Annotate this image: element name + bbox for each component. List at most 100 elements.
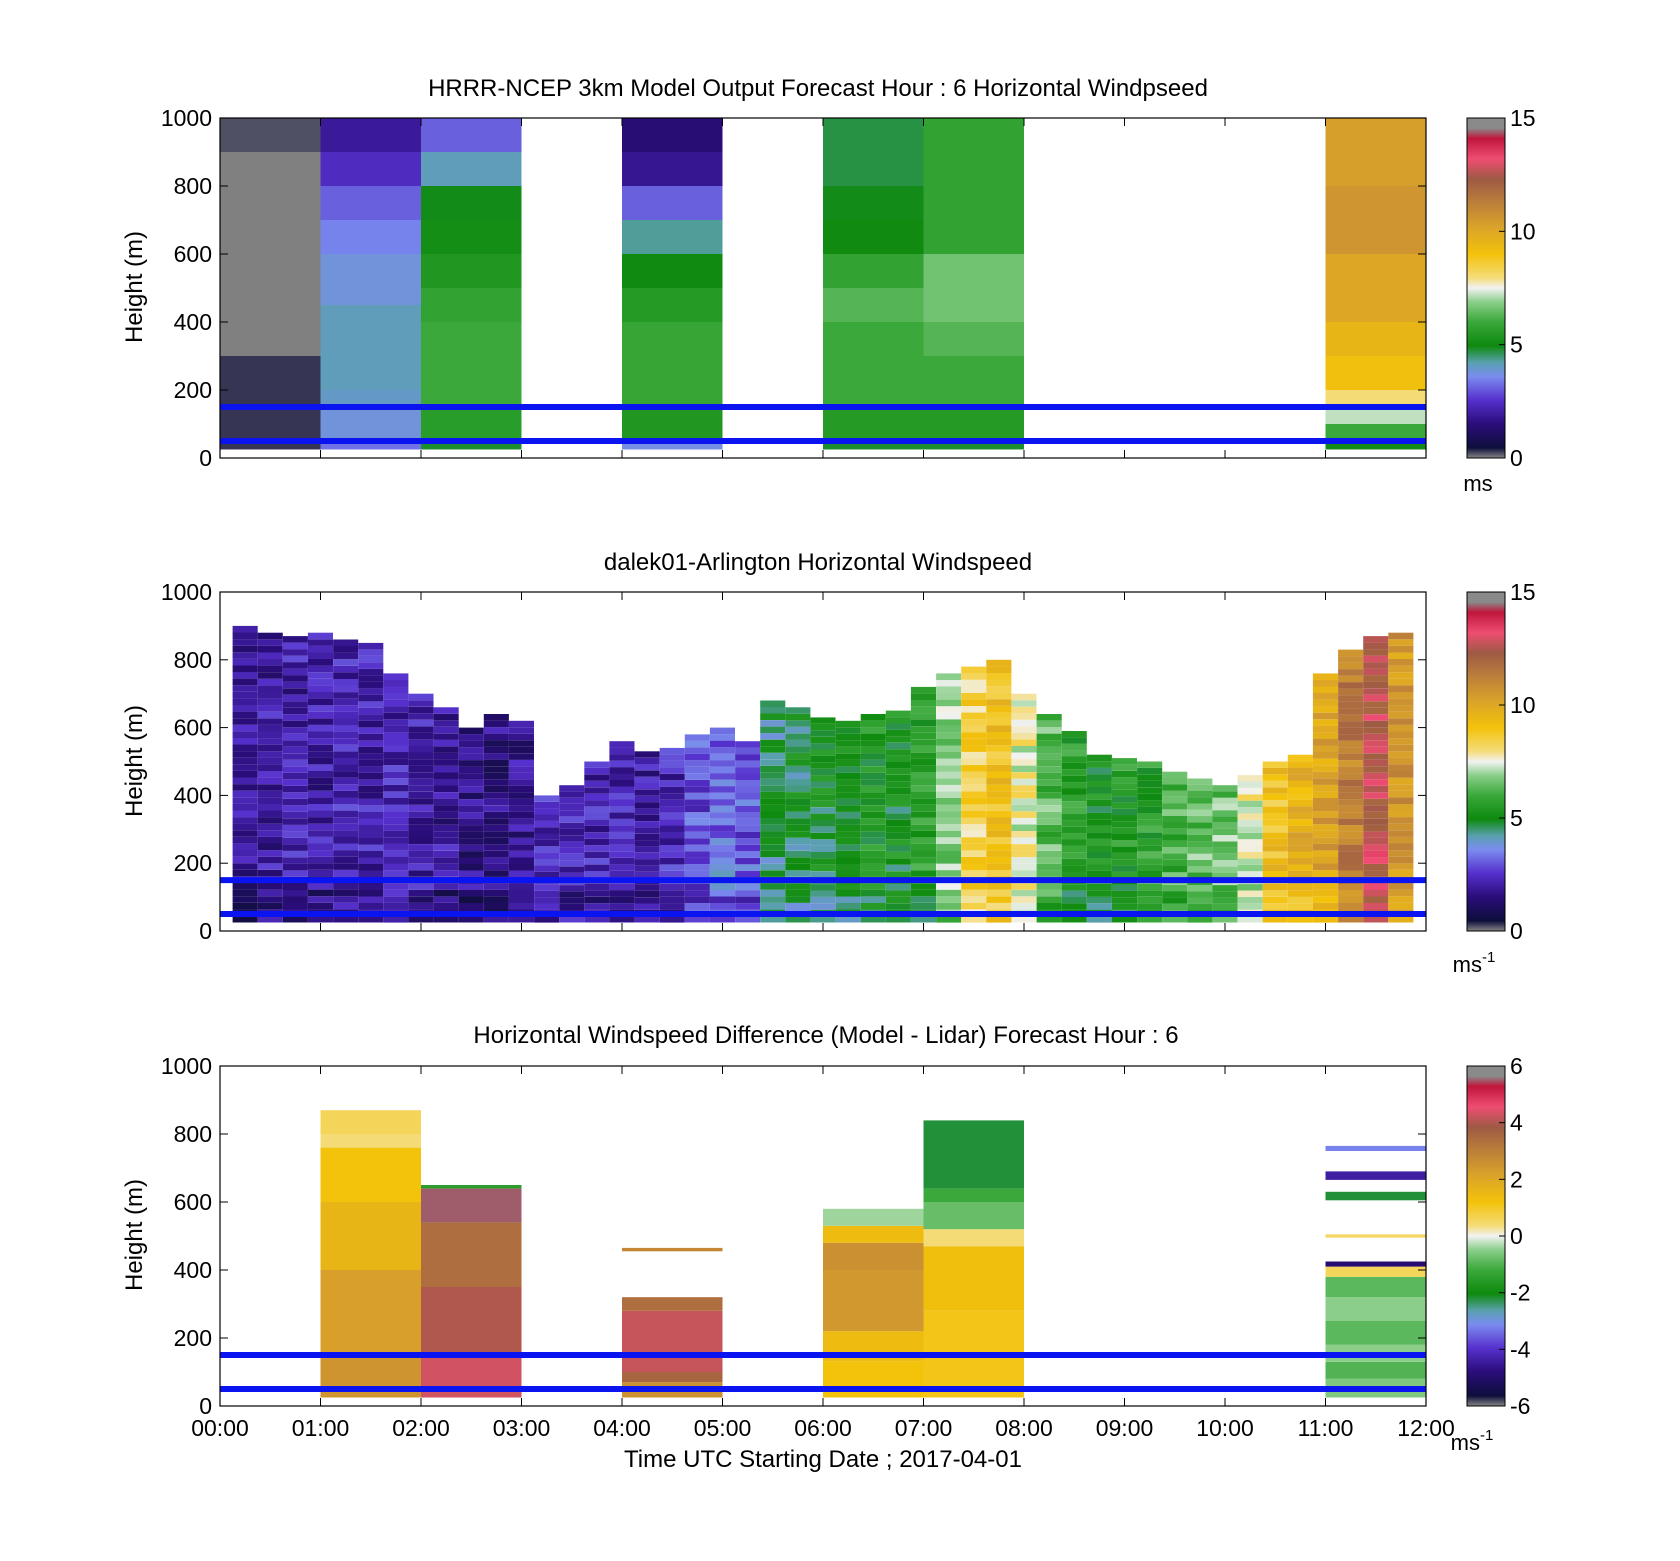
heatmap-cell <box>860 857 886 864</box>
heatmap-cell <box>1086 832 1112 839</box>
heatmap-cell <box>1388 823 1414 831</box>
heatmap-cell <box>1287 825 1313 833</box>
heatmap-cell <box>232 810 258 818</box>
heatmap-cell <box>1338 864 1364 871</box>
heatmap-cell <box>458 766 484 774</box>
heatmap-cell <box>1187 866 1213 873</box>
heatmap-cell <box>910 778 936 785</box>
heatmap-cell <box>358 649 384 656</box>
heatmap-cell <box>358 753 384 760</box>
heatmap-cell <box>433 883 459 890</box>
heatmap-cell <box>1086 903 1112 910</box>
heatmap-cell <box>408 844 434 851</box>
heatmap-cell <box>910 916 936 923</box>
heatmap-cell <box>1086 858 1112 865</box>
heatmap-cell <box>634 890 660 898</box>
heatmap-cell <box>333 705 359 712</box>
heatmap-cell <box>232 850 258 857</box>
heatmap-cell <box>1312 706 1338 713</box>
heatmap-cell <box>483 889 509 897</box>
heatmap-cell <box>1036 889 1062 897</box>
heatmap-cell <box>885 807 911 814</box>
heatmap-cell <box>358 890 384 897</box>
heatmap-cell <box>609 883 635 891</box>
heatmap-cell <box>458 916 484 923</box>
heatmap-cell <box>508 759 534 767</box>
heatmap-cell <box>483 792 509 799</box>
heatmap-cell <box>910 732 936 740</box>
heatmap-cell <box>1086 761 1112 768</box>
heatmap-cell <box>358 688 384 695</box>
heatmap-cell <box>458 805 484 813</box>
heatmap-cell <box>735 793 761 800</box>
heatmap-cell <box>383 673 409 680</box>
heatmap-cell <box>1137 903 1163 910</box>
heatmap-cell <box>961 889 987 897</box>
heatmap-cell <box>534 801 560 809</box>
heatmap-cell <box>421 288 522 322</box>
heatmap-cell <box>910 804 936 812</box>
heatmap-cell <box>936 850 962 857</box>
heatmap-cell <box>358 766 384 773</box>
heatmap-cell <box>823 322 924 407</box>
heatmap-cell <box>1111 834 1137 841</box>
heatmap-cell <box>534 795 560 802</box>
heatmap-cell <box>1363 642 1389 650</box>
y-tick-label: 800 <box>174 173 212 199</box>
heatmap-cell <box>684 786 710 793</box>
heatmap-cell <box>559 866 585 873</box>
heatmap-cell <box>835 759 861 767</box>
heatmap-cell <box>307 836 333 844</box>
heatmap-cell <box>1312 850 1338 857</box>
heatmap-cell <box>622 288 723 322</box>
heatmap-cell <box>307 724 333 732</box>
heatmap-cell <box>508 805 534 812</box>
heatmap-cell <box>1363 837 1389 845</box>
heatmap-cell <box>508 896 534 903</box>
heatmap-cell <box>936 804 962 812</box>
heatmap-cell <box>1137 883 1163 891</box>
heatmap-cell <box>333 784 359 791</box>
heatmap-cell <box>559 903 585 910</box>
heatmap-cell <box>232 764 258 771</box>
heatmap-cell <box>584 883 610 891</box>
heatmap-cell <box>257 883 283 890</box>
heatmap-cell <box>1011 765 1037 773</box>
heatmap-cell <box>458 799 484 806</box>
heatmap-cell <box>282 740 308 747</box>
heatmap-cell <box>559 872 585 879</box>
heatmap-cell <box>735 805 761 813</box>
heatmap-cell <box>936 791 962 798</box>
heatmap-cell <box>408 693 434 701</box>
heatmap-cell <box>508 733 534 741</box>
heatmap-cell <box>684 896 710 904</box>
heatmap-cell <box>1338 799 1364 806</box>
heatmap-cell <box>709 773 735 780</box>
heatmap-cell <box>232 718 258 725</box>
heatmap-cell <box>1338 695 1364 702</box>
heatmap-cell <box>709 753 735 761</box>
heatmap-cell <box>333 883 359 890</box>
heatmap-cell <box>860 720 886 728</box>
heatmap-cell <box>358 844 384 851</box>
heatmap-cell <box>358 825 384 832</box>
heatmap-cell <box>333 810 359 818</box>
heatmap-cell <box>408 732 434 740</box>
heatmap-cell <box>333 771 359 778</box>
heatmap-cell <box>1338 753 1364 761</box>
heatmap-cell <box>961 778 987 785</box>
heatmap-cell <box>257 915 283 923</box>
heatmap-cell <box>307 823 333 831</box>
heatmap-cell <box>1011 850 1037 858</box>
heatmap-cell <box>1363 694 1389 702</box>
heatmap-cell <box>333 711 359 719</box>
heatmap-cell <box>1212 897 1238 904</box>
heatmap-cell <box>232 863 258 870</box>
heatmap-cell <box>986 751 1012 759</box>
colorbar-tick-label: -6 <box>1510 1393 1530 1419</box>
heatmap-cell <box>1162 815 1188 822</box>
heatmap-cell <box>1338 766 1364 774</box>
heatmap-cell <box>1312 738 1338 746</box>
heatmap-cell <box>307 744 333 752</box>
